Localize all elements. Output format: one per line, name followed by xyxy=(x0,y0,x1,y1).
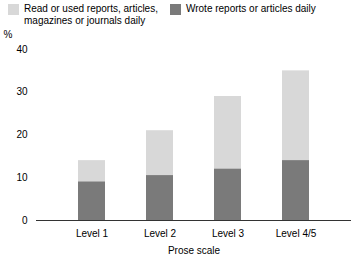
svg-text:0: 0 xyxy=(22,215,28,226)
svg-text:Level 2: Level 2 xyxy=(144,228,177,239)
svg-text:10: 10 xyxy=(16,172,28,183)
svg-text:%: % xyxy=(4,29,13,40)
html-text:Wrote reports or articles dail: Wrote reports or articles daily xyxy=(186,3,316,14)
svg-text:Level 1: Level 1 xyxy=(76,228,109,239)
svg-text:20: 20 xyxy=(16,129,28,140)
svg-text:Level 3: Level 3 xyxy=(212,228,245,239)
svg-text:40: 40 xyxy=(16,44,28,55)
svg-text:Level 4/5: Level 4/5 xyxy=(276,228,317,239)
html-text:Read or used reports, articles: Read or used reports, articles, magazine… xyxy=(24,3,158,26)
svg-text:Prose scale: Prose scale xyxy=(168,245,221,256)
svg-text:30: 30 xyxy=(16,86,28,97)
